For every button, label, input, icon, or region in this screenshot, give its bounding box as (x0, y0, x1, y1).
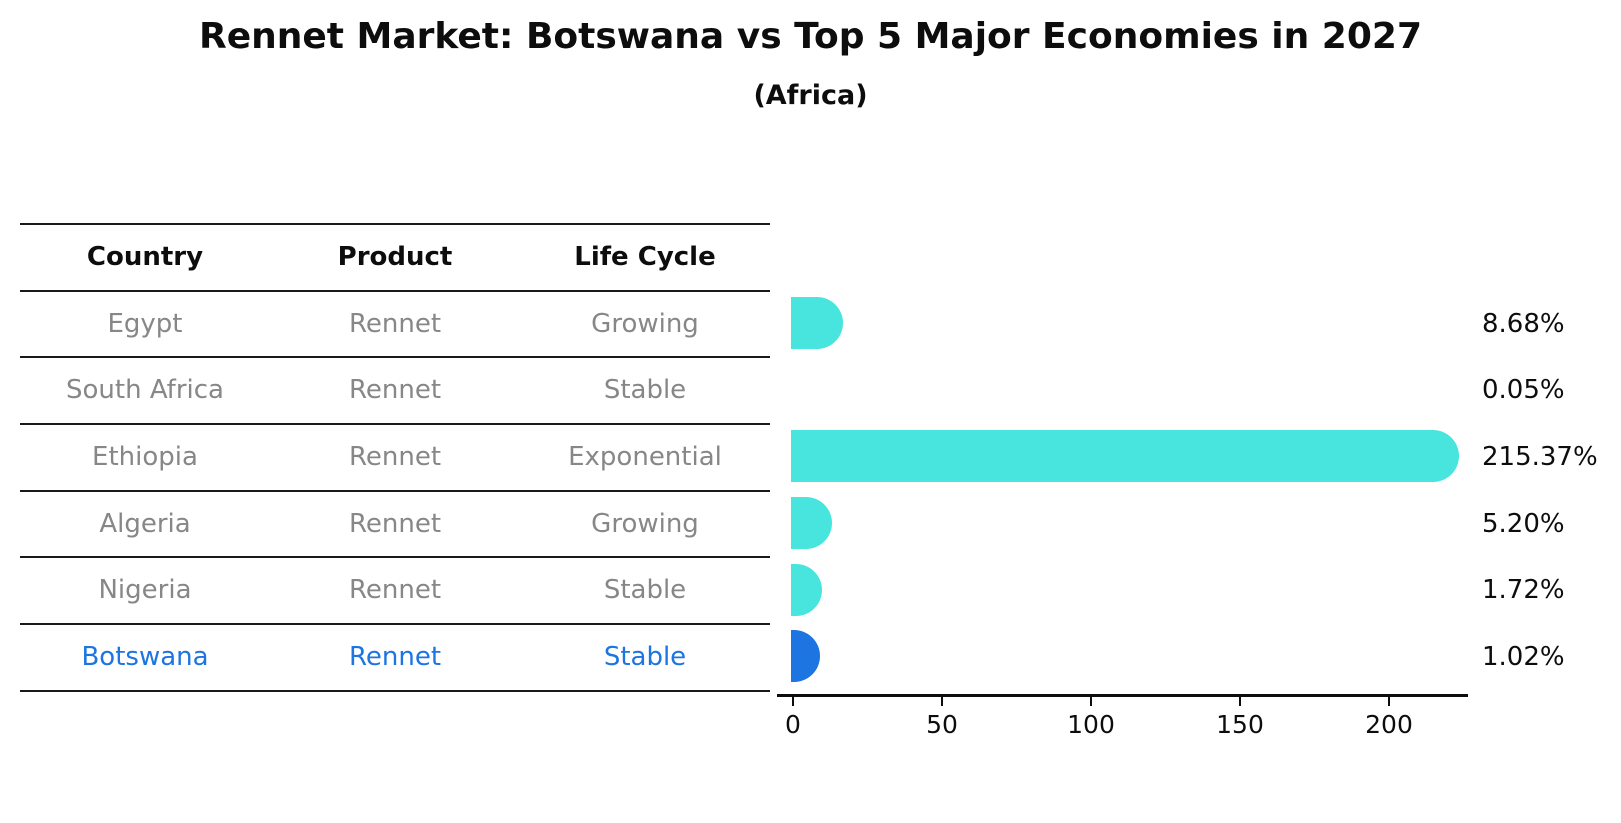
value-label-nigeria: 1.72% (1482, 574, 1565, 605)
x-tick-label-50: 50 (926, 710, 958, 739)
table-rule (20, 623, 770, 625)
value-label-egypt: 8.68% (1482, 308, 1565, 339)
table-rule (20, 556, 770, 558)
bar-egypt (791, 297, 843, 349)
x-tick-label-200: 200 (1365, 710, 1413, 739)
column-header-product: Product (337, 241, 453, 272)
value-label-south-africa: 0.05% (1482, 374, 1565, 405)
cell-country: Egypt (107, 308, 183, 339)
bar-nigeria (791, 564, 822, 616)
table-row-nigeria: Nigeria Rennet Stable (20, 556, 770, 623)
cell-product: Rennet (348, 508, 442, 539)
cell-country: Nigeria (98, 574, 192, 605)
table-rule (20, 223, 770, 225)
table-rule (20, 290, 770, 292)
table-rule (20, 690, 770, 692)
chart-title: Rennet Market: Botswana vs Top 5 Major E… (198, 16, 1422, 57)
cell-product: Rennet (348, 441, 442, 472)
x-axis-tick (941, 697, 943, 706)
table-rule (20, 423, 770, 425)
cell-life-cycle: Growing (591, 308, 699, 339)
table-row-egypt: Egypt Rennet Growing (20, 290, 770, 357)
cell-product: Rennet (348, 308, 442, 339)
value-label-ethiopia: 215.37% (1482, 441, 1598, 472)
x-axis-line (777, 694, 1468, 697)
x-axis-tick (1090, 697, 1092, 706)
table-row-ethiopia: Ethiopia Rennet Exponential (20, 423, 770, 490)
x-axis-tick (792, 697, 794, 706)
cell-product: Rennet (348, 374, 442, 405)
table-rule (20, 490, 770, 492)
cell-product: Rennet (348, 641, 442, 672)
bar-ethiopia (791, 430, 1459, 482)
cell-life-cycle: Exponential (568, 441, 722, 472)
x-tick-label-150: 150 (1216, 710, 1264, 739)
cell-life-cycle: Stable (603, 374, 687, 405)
table-rule (20, 356, 770, 358)
table-row-south-africa: South Africa Rennet Stable (20, 356, 770, 423)
cell-life-cycle: Stable (603, 574, 687, 605)
x-tick-label-0: 0 (785, 710, 801, 739)
cell-country: Ethiopia (92, 441, 198, 472)
x-axis-tick (1388, 697, 1390, 706)
cell-life-cycle: Stable (603, 641, 687, 672)
cell-country: Botswana (81, 641, 209, 672)
column-header-life-cycle: Life Cycle (574, 241, 716, 272)
cell-country: South Africa (66, 374, 224, 405)
cell-life-cycle: Growing (591, 508, 699, 539)
bar-botswana (791, 630, 820, 682)
cell-country: Algeria (99, 508, 191, 539)
value-label-algeria: 5.20% (1482, 508, 1565, 539)
value-label-botswana: 1.02% (1482, 641, 1565, 672)
table-row-algeria: Algeria Rennet Growing (20, 490, 770, 557)
chart-subtitle: (Africa) (753, 80, 868, 111)
table-row-botswana: Botswana Rennet Stable (20, 623, 770, 690)
x-axis-tick (1239, 697, 1241, 706)
x-tick-label-100: 100 (1067, 710, 1115, 739)
cell-product: Rennet (348, 574, 442, 605)
column-header-country: Country (86, 241, 204, 272)
bar-algeria (791, 497, 832, 549)
table-header-row: Country Product Life Cycle (20, 223, 770, 290)
